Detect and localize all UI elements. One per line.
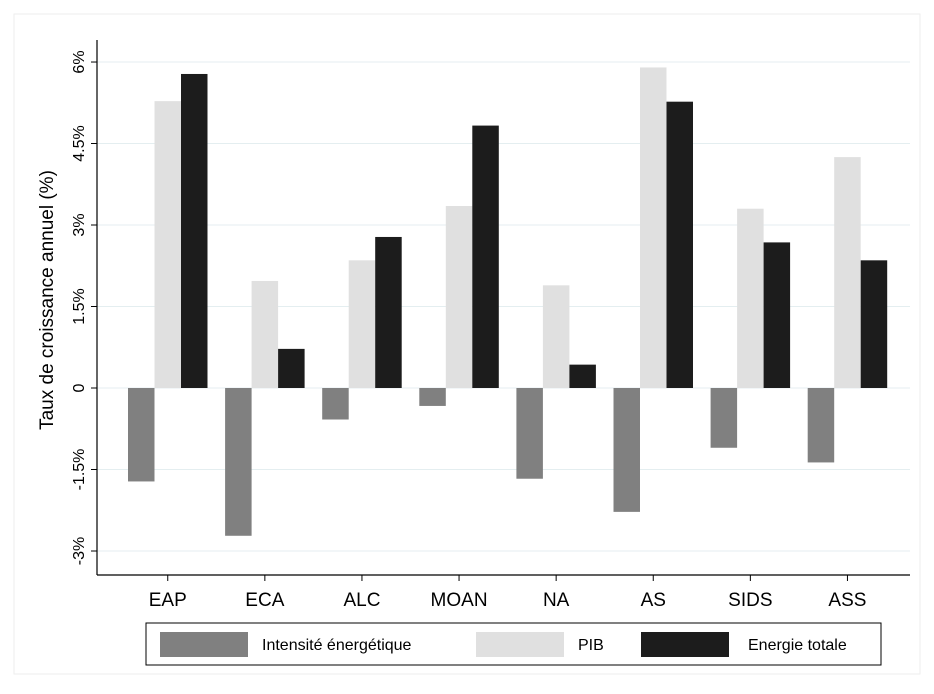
bar-alc-pib — [348, 260, 376, 388]
x-tick-label: MOAN — [431, 590, 488, 611]
y-tick-label: 3% — [71, 213, 88, 236]
legend-label: Energie totale — [748, 637, 847, 654]
legend-label: Intensité énergétique — [262, 637, 412, 654]
y-tick-label: 4.5% — [71, 125, 88, 161]
x-tick-label: SIDS — [728, 590, 772, 611]
bar-na-intensite — [516, 388, 543, 479]
bar-ass-intensite — [807, 388, 835, 463]
bar-eap-intensite — [128, 388, 155, 482]
legend-swatch — [476, 632, 564, 657]
x-axis: EAP ECA ALC MOAN NA AS SIDS ASS — [149, 575, 866, 611]
bar-eca-energie — [278, 348, 305, 388]
bar-eca-pib — [251, 280, 279, 388]
x-tick-label: EAP — [149, 590, 187, 611]
legend: Intensité énergétique PIB Energie totale — [145, 622, 882, 666]
y-tick-label: 1.5% — [71, 288, 88, 324]
x-tick-label: AS — [641, 590, 666, 611]
y-tick-label: 0 — [71, 383, 88, 392]
legend-label: PIB — [578, 637, 604, 654]
bar-eca-intensite — [225, 388, 252, 536]
bar-moan-intensite — [419, 388, 446, 406]
x-tick-label: ECA — [245, 590, 284, 611]
legend-swatch — [641, 632, 729, 657]
bar-na-energie — [569, 364, 596, 388]
x-tick-label: ALC — [343, 590, 380, 611]
bar-alc-intensite — [322, 388, 349, 420]
bar-sids-pib — [737, 208, 764, 388]
bar-moan-energie — [472, 125, 499, 389]
y-tick-label: -3% — [71, 537, 88, 565]
bars — [128, 67, 888, 536]
bar-alc-energie — [375, 236, 402, 388]
bar-as-intensite — [613, 388, 640, 512]
bar-ass-pib — [834, 157, 861, 388]
bar-eap-pib — [154, 101, 181, 388]
x-tick-label: ASS — [828, 590, 866, 611]
y-axis-label: Taux de croissance annuel (%) — [37, 170, 58, 430]
y-tick-label: -1.5% — [71, 449, 88, 491]
x-tick-label: NA — [543, 590, 570, 611]
bar-eap-energie — [181, 73, 208, 389]
bar-moan-pib — [445, 205, 473, 388]
y-tick-label: 6% — [71, 50, 88, 73]
bar-as-energie — [666, 101, 693, 388]
bar-ass-energie — [860, 260, 888, 388]
bar-sids-intensite — [710, 388, 738, 448]
y-axis: -3% -1.5% 0 1.5% 3% 4.5% 6% — [71, 50, 97, 565]
bar-as-pib — [640, 67, 667, 388]
bar-na-pib — [542, 285, 570, 388]
legend-swatch — [160, 632, 248, 657]
bar-sids-energie — [763, 242, 791, 388]
